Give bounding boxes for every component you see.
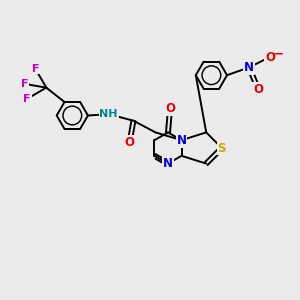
Text: S: S	[218, 142, 226, 154]
Text: F: F	[23, 94, 31, 104]
Text: O: O	[165, 103, 175, 116]
Text: O: O	[124, 136, 134, 149]
Text: F: F	[32, 64, 39, 74]
Text: −: −	[272, 47, 284, 61]
Text: N: N	[163, 157, 173, 170]
Text: N: N	[244, 61, 254, 74]
Text: O: O	[253, 83, 263, 96]
Text: NH: NH	[100, 109, 118, 119]
Text: N: N	[176, 134, 187, 147]
Text: O: O	[265, 50, 275, 64]
Text: F: F	[21, 79, 28, 89]
